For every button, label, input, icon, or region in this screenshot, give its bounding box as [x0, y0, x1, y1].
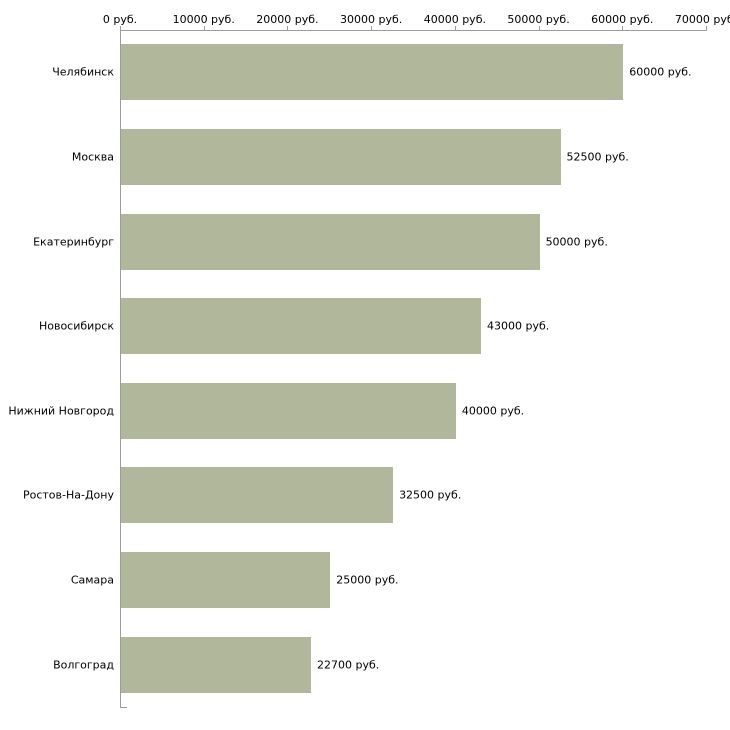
- category-label: Челябинск: [52, 65, 114, 79]
- x-axis-tick-label: 40000 руб.: [423, 13, 486, 26]
- bar: [121, 44, 624, 101]
- x-axis-tick-label: 0 руб.: [102, 13, 138, 26]
- value-label: 32500 руб.: [399, 488, 462, 502]
- x-axis-tick-label: 70000 руб.: [674, 13, 730, 26]
- category-label: Москва: [71, 150, 114, 164]
- category-label: Ростов-На-Дону: [22, 488, 114, 502]
- x-axis-tick: [622, 26, 624, 30]
- bar: [121, 213, 540, 270]
- category-label: Нижний Новгород: [8, 404, 114, 418]
- bar: [121, 128, 561, 185]
- bar: [121, 552, 331, 609]
- x-axis-tick: [454, 26, 456, 30]
- value-label: 50000 руб.: [545, 235, 608, 249]
- value-label: 22700 руб.: [317, 658, 380, 672]
- bar: [121, 382, 456, 439]
- x-axis-tick: [538, 26, 540, 30]
- x-axis-tick: [706, 26, 707, 30]
- category-label: Волгоград: [53, 658, 114, 672]
- category-label: Самара: [70, 573, 114, 587]
- bar: [121, 467, 394, 524]
- x-axis-tick: [371, 26, 373, 30]
- value-label: 25000 руб.: [336, 573, 399, 587]
- x-axis-tick-label: 50000 руб.: [507, 13, 570, 26]
- value-label: 40000 руб.: [461, 404, 525, 418]
- x-axis-tick: [120, 26, 121, 30]
- x-axis-tick-label: 20000 руб.: [256, 13, 319, 26]
- value-label: 52500 руб.: [566, 150, 629, 164]
- category-label: Екатеринбург: [33, 235, 114, 249]
- category-label: Новосибирск: [38, 319, 114, 333]
- x-axis-tick: [287, 26, 289, 30]
- x-axis-tick-label: 10000 руб.: [172, 13, 235, 26]
- y-axis-end-tick: [120, 707, 127, 708]
- x-axis-tick: [203, 26, 205, 30]
- y-axis-line: [120, 30, 121, 708]
- x-axis-tick-label: 30000 руб.: [340, 13, 403, 26]
- bar: [121, 636, 312, 693]
- bar: [121, 298, 481, 355]
- value-label: 43000 руб.: [486, 319, 550, 333]
- x-axis-line: [120, 30, 707, 31]
- value-label: 60000 руб.: [629, 65, 692, 79]
- x-axis-tick-label: 60000 руб.: [591, 13, 654, 26]
